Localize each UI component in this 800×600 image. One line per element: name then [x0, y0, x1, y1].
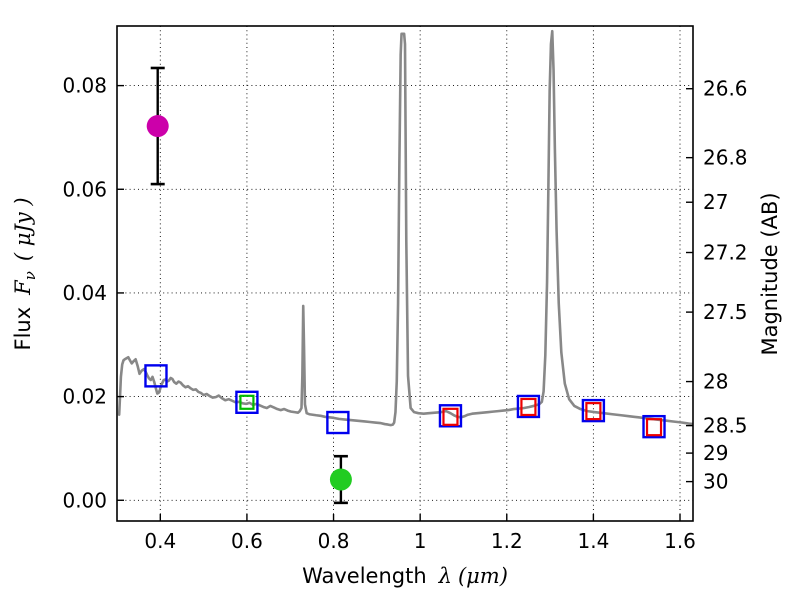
y2-ticklabel-6: 28.5 — [703, 414, 748, 438]
x-ticklabel-2: 0.8 — [318, 529, 350, 553]
x-title-lambda: λ — [438, 564, 452, 588]
x-ticklabel-6: 1.6 — [664, 529, 696, 553]
y-ticklabel-4: 0.08 — [62, 74, 107, 98]
model-square-3 — [438, 404, 463, 428]
y-ticklabel-2: 0.04 — [62, 281, 107, 305]
x-axis-title: Wavelength λ (μm) — [302, 564, 508, 588]
y-title-units: ( μJy ) — [11, 197, 35, 261]
model-square-1 — [235, 390, 259, 414]
errorbar-points-group — [146, 66, 352, 505]
y2-ticklabel-1: 26.8 — [703, 146, 748, 170]
y2-ticklabel-4: 27.5 — [703, 300, 748, 324]
y2-axis-ticklabels: 26.6 26.8 27 27.2 27.5 28 28.5 29 30 — [703, 77, 748, 494]
y-axis-title: Flux Fν ( μJy ) — [11, 197, 39, 350]
y2-ticklabel-0: 26.6 — [703, 77, 748, 101]
axes-frame — [116, 25, 694, 522]
y-title-f: F — [11, 279, 35, 296]
x-ticklabel-1: 0.6 — [231, 529, 263, 553]
model-square-4 — [516, 394, 541, 419]
model-square-5 — [581, 398, 606, 423]
x-axis-ticklabels: 0.4 0.6 0.8 1 1.2 1.4 1.6 — [144, 529, 696, 553]
y2-axis-title: Magnitude (AB) — [758, 192, 782, 355]
observed-square-red-3 — [645, 418, 663, 437]
x-title-word: Wavelength — [302, 564, 427, 588]
observed-point-green-0 — [329, 454, 352, 505]
y2-ticklabel-3: 27.2 — [703, 241, 748, 265]
y-title-flux: Flux — [11, 307, 35, 351]
x-axis-ticks — [159, 514, 681, 521]
observed-square-red-2 — [585, 402, 602, 421]
vertical-gridlines — [159, 26, 681, 521]
y2-ticklabel-7: 29 — [703, 441, 728, 465]
y-title-nu: ν — [21, 271, 39, 280]
observed-photometry-group — [239, 394, 663, 437]
observed-square-red-1 — [520, 397, 537, 417]
y2-axis-title-text: Magnitude (AB) — [758, 192, 782, 355]
observed-point-magenta-0 — [146, 66, 169, 186]
x-ticklabel-0: 0.4 — [144, 529, 176, 553]
x-ticklabel-3: 1 — [414, 529, 427, 553]
y-ticklabel-0: 0.00 — [62, 488, 107, 512]
y-axis-ticks — [117, 84, 124, 501]
y2-ticklabel-8: 30 — [703, 470, 728, 494]
y2-axis-ticks — [686, 88, 693, 483]
y-axis-title-text: Flux Fν ( μJy ) — [11, 197, 39, 350]
y-ticklabel-1: 0.02 — [62, 385, 107, 409]
data-point-marker — [329, 468, 352, 491]
observed-square-red-0 — [442, 407, 459, 426]
y-ticklabel-3: 0.06 — [62, 177, 107, 201]
x-title-units: (μm) — [458, 564, 508, 588]
x-axis-title-text: Wavelength λ (μm) — [302, 564, 508, 588]
model-square-6 — [642, 414, 666, 439]
model-square-0 — [144, 364, 168, 388]
y2-ticklabel-2: 27 — [703, 190, 728, 214]
y2-ticklabel-5: 28 — [703, 370, 728, 394]
y-axis-ticklabels: 0.00 0.02 0.04 0.06 0.08 — [62, 74, 107, 513]
data-point-marker — [146, 115, 169, 138]
x-ticklabel-4: 1.2 — [491, 529, 523, 553]
model-photometry-group — [144, 364, 666, 439]
model-square-2 — [326, 410, 350, 435]
observed-square-green-0 — [239, 394, 255, 410]
x-ticklabel-5: 1.4 — [577, 529, 609, 553]
